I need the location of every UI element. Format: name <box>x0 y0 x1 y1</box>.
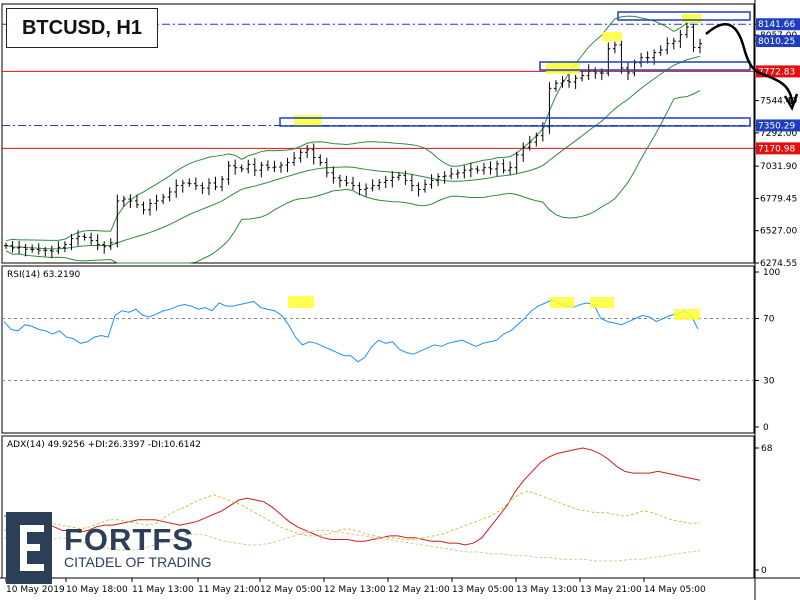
adx-tick-label: 0 <box>761 566 767 576</box>
adx-tick-label: 68 <box>761 444 773 454</box>
rsi-panel <box>1 265 755 434</box>
price-panel <box>1 3 755 264</box>
forecast-arrowhead <box>783 93 799 111</box>
price-tick-label: 7544.40 <box>760 97 797 107</box>
support-zone-low <box>279 117 751 127</box>
time-tick-label: 10 May 18:00 <box>66 585 128 595</box>
time-tick-label: 10 May 2019 <box>6 585 65 595</box>
bollinger-upper <box>5 15 701 242</box>
logo-name: FORTFS <box>64 522 194 557</box>
rsi-highlight-3 <box>674 309 700 320</box>
rsi-tick-label: 30 <box>763 377 775 387</box>
time-tick-label: 11 May 21:00 <box>198 585 260 595</box>
adx-series-1 <box>3 490 701 540</box>
rsi-tick-label: 70 <box>763 315 775 325</box>
adx-series-0 <box>3 447 701 546</box>
fortfs-logo: FORTFS CITADEL OF TRADING <box>6 512 276 584</box>
level-tag-label: 8010.25 <box>758 37 795 47</box>
price-highlight-3 <box>682 14 702 23</box>
time-tick-label: 13 May 21:00 <box>580 585 642 595</box>
time-tick-label: 13 May 05:00 <box>452 585 514 595</box>
rsi-tick-label: 0 <box>763 423 769 433</box>
price-highlight-0 <box>294 115 322 127</box>
adx-title: ADX(14) 49.9256 +DI:26.3397 -DI:10.6142 <box>7 440 201 450</box>
level-tag-bg <box>756 119 800 132</box>
price-tick-label: 6274.55 <box>760 259 797 269</box>
level-tag-bg <box>756 18 800 31</box>
rsi-tick-label: 100 <box>763 268 780 278</box>
support-zone-top <box>617 11 751 21</box>
rsi-highlight-1 <box>550 297 574 308</box>
price-highlight-1 <box>546 62 580 74</box>
bollinger-middle <box>5 55 701 250</box>
adx-series-2 <box>3 530 701 562</box>
level-tag-bg <box>756 142 800 155</box>
time-tick-label: 14 May 05:00 <box>644 585 706 595</box>
level-tag-bg <box>756 35 800 48</box>
time-tick-label: 11 May 13:00 <box>132 585 194 595</box>
rsi-highlight-0 <box>288 296 314 308</box>
price-highlight-2 <box>602 32 622 41</box>
level-tag-label: 7350.29 <box>758 121 795 131</box>
time-tick-label: 12 May 21:00 <box>388 585 450 595</box>
time-tick-label: 12 May 05:00 <box>260 585 322 595</box>
level-tag-bg <box>756 65 800 78</box>
time-tick-label: 13 May 13:00 <box>516 585 578 595</box>
price-tick-label: 7031.90 <box>760 162 797 172</box>
price-tick-label: 6779.45 <box>760 194 797 204</box>
price-tick-label: 6527.00 <box>760 227 797 237</box>
rsi-highlight-2 <box>590 297 614 308</box>
rsi-line <box>3 299 699 363</box>
level-tag-label: 8141.66 <box>758 20 795 30</box>
forecast-path <box>705 22 794 105</box>
bollinger-lower <box>5 90 701 264</box>
rsi-title: RSI(14) 63.2190 <box>7 270 80 280</box>
level-tag-label: 7772.83 <box>758 67 795 77</box>
fortfs-logo-icon <box>6 512 52 584</box>
level-tag-label: 7170.98 <box>758 144 795 154</box>
logo-tagline: CITADEL OF TRADING <box>64 554 212 570</box>
time-tick-label: 12 May 13:00 <box>324 585 386 595</box>
chart-title: BTCUSD, H1 <box>6 8 158 48</box>
price-tick-label: 7292.00 <box>760 129 797 139</box>
